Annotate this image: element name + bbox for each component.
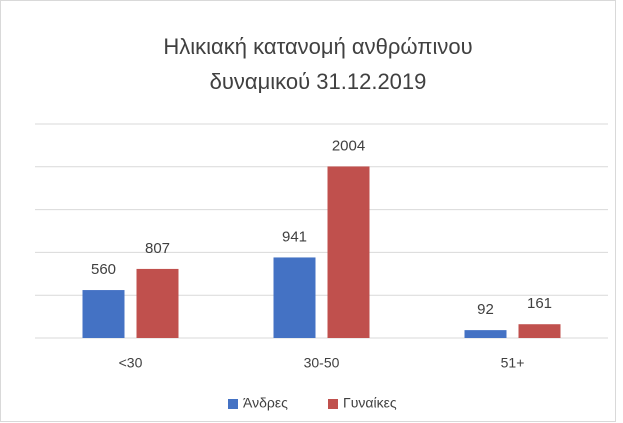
chart-title: Ηλικιακή κατανομή ανθρώπινου <box>163 34 472 59</box>
data-label: 2004 <box>332 137 365 154</box>
legend-swatch <box>228 399 238 409</box>
bar <box>136 268 179 338</box>
bar <box>82 290 125 338</box>
x-tick-label: 51+ <box>501 355 525 371</box>
data-label: 807 <box>145 240 170 257</box>
legend-swatch <box>328 399 338 409</box>
x-tick-label: 30-50 <box>304 355 340 371</box>
bar <box>327 166 370 338</box>
data-label: 161 <box>527 295 552 312</box>
data-label: 92 <box>477 301 494 318</box>
bar <box>273 257 316 338</box>
bar <box>464 330 507 338</box>
x-tick-label: <30 <box>119 355 143 371</box>
chart-title: δυναμικού 31.12.2019 <box>210 69 427 94</box>
data-label: 941 <box>282 228 307 245</box>
legend-label: Άνδρες <box>243 395 288 411</box>
data-label: 560 <box>91 261 116 278</box>
bar <box>518 324 561 338</box>
legend-label: Γυναίκες <box>343 395 397 411</box>
